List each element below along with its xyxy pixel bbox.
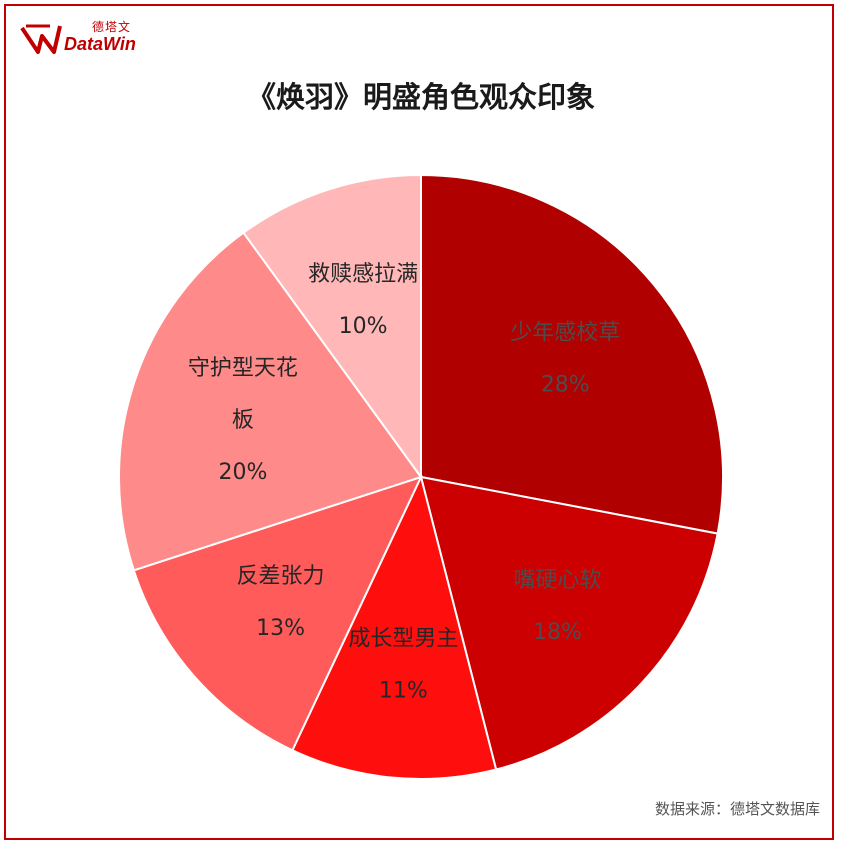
slice-label-5: 守护型天花板 20%	[188, 356, 298, 485]
pie-slice-3	[291, 474, 498, 780]
datawin-logo-icon	[20, 24, 62, 54]
slice-name: 板	[232, 408, 254, 433]
slice-label-3: 成长型男主 11%	[348, 626, 458, 703]
pie-slice-4	[132, 475, 423, 752]
slice-percent: 28%	[541, 373, 590, 398]
slice-name: 守护型天花	[188, 356, 298, 381]
slice-name: 反差张力	[237, 564, 325, 589]
chart-frame	[4, 4, 834, 840]
slice-label-4: 反差张力 13%	[237, 564, 325, 641]
slice-label-2: 嘴硬心软 18%	[513, 568, 601, 645]
datawin-logo: 德塔文 DataWin	[20, 18, 160, 62]
slice-name: 嘴硬心软	[513, 568, 601, 593]
slice-percent: 18%	[533, 620, 582, 645]
slice-name: 救赎感拉满	[308, 262, 418, 287]
logo-english-text: DataWin	[64, 34, 136, 54]
slice-percent: 10%	[339, 314, 388, 339]
slice-name: 少年感校草	[510, 321, 620, 346]
slice-label-1: 少年感校草 28%	[510, 321, 620, 398]
pie-slice-2	[419, 475, 719, 771]
slice-label-6: 救赎感拉满 10%	[308, 262, 418, 339]
slice-percent: 11%	[379, 678, 428, 703]
logo-chinese-text: 德塔文	[92, 20, 132, 34]
slice-name: 成长型男主	[348, 626, 458, 651]
pie-slice-6	[242, 173, 422, 481]
slice-percent: 13%	[256, 616, 305, 641]
slice-percent: 20%	[218, 460, 267, 485]
pie-slice-5	[118, 231, 423, 572]
data-source-note: 数据来源：德塔文数据库	[654, 800, 820, 818]
pie-slice-1	[420, 173, 724, 535]
chart-title: 《焕羽》明盛角色观众印象	[246, 80, 595, 114]
